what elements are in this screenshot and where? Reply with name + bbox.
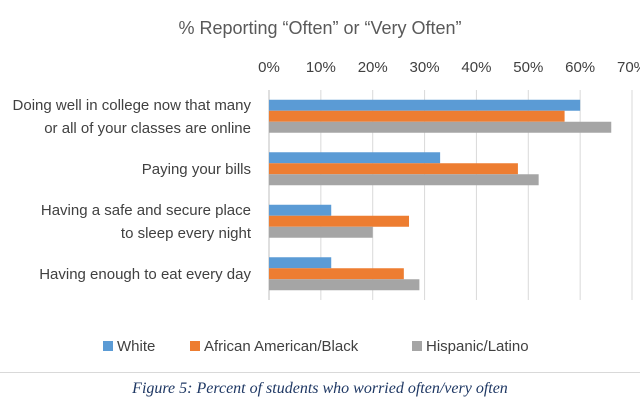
category-labels: Doing well in college now that many or al…: [13, 97, 252, 283]
bar-african-american-black: [269, 215, 410, 227]
bar-african-american-black: [269, 268, 404, 280]
legend-label: African American/Black: [204, 338, 359, 355]
bar-hispanic-latino: [269, 121, 612, 133]
x-tick-label: 50%: [513, 59, 543, 76]
legend-swatch: [412, 341, 422, 351]
x-tick-label: 30%: [410, 59, 440, 76]
bar-hispanic-latino: [269, 174, 539, 186]
legend-swatch: [103, 341, 113, 351]
chart-title: % Reporting “Often” or “Very Often”: [178, 18, 461, 38]
bar-hispanic-latino: [269, 226, 373, 238]
legend: White African American/Black Hispanic/Lati…: [103, 338, 529, 355]
bars: [269, 99, 612, 291]
x-tick-label: 60%: [565, 59, 595, 76]
bar-hispanic-latino: [269, 279, 420, 291]
figure-caption: Figure 5: Percent of students who worrie…: [132, 380, 508, 397]
bar-white: [269, 257, 332, 269]
category-label: Doing well in college now that many: [13, 97, 252, 114]
x-axis-ticks: 0% 10% 20% 30% 40% 50% 60% 70%: [258, 59, 640, 76]
category-label: to sleep every night: [121, 225, 252, 242]
x-tick-label: 0%: [258, 59, 280, 76]
x-tick-label: 20%: [358, 59, 388, 76]
legend-swatch: [190, 341, 200, 351]
category-label: Having a safe and secure place: [41, 202, 251, 219]
bar-white: [269, 204, 332, 216]
bar-white: [269, 99, 581, 111]
category-label: or all of your classes are online: [44, 120, 251, 137]
x-tick-label: 10%: [306, 59, 336, 76]
legend-label: White: [117, 338, 155, 355]
bar-chart: % Reporting “Often” or “Very Often” 0% 10…: [13, 18, 640, 355]
category-label: Paying your bills: [142, 161, 251, 178]
caption-divider: [0, 372, 640, 373]
bar-white: [269, 152, 441, 164]
bar-african-american-black: [269, 110, 565, 122]
x-tick-label: 40%: [461, 59, 491, 76]
x-tick-label: 70%: [617, 59, 640, 76]
legend-label: Hispanic/Latino: [426, 338, 529, 355]
bar-african-american-black: [269, 163, 518, 175]
category-label: Having enough to eat every day: [39, 266, 251, 283]
